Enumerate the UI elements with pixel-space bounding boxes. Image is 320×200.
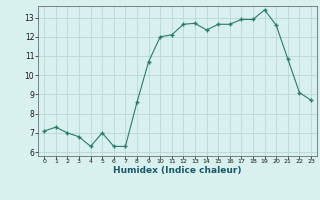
X-axis label: Humidex (Indice chaleur): Humidex (Indice chaleur) xyxy=(113,166,242,175)
